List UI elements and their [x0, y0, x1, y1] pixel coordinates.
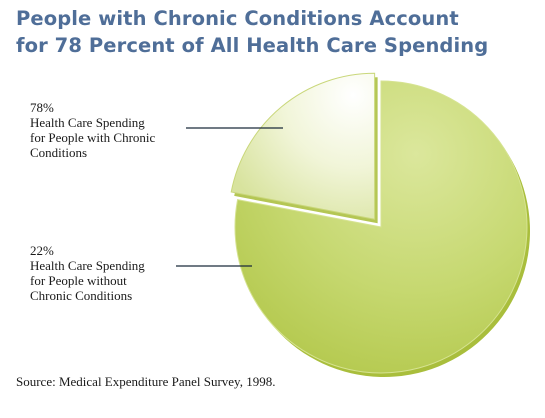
pie-slice-nonchronic: [230, 72, 376, 220]
source-note: Source: Medical Expenditure Panel Survey…: [16, 374, 276, 389]
pie-slice-chronic: [234, 80, 528, 374]
slice-label-nonchronic: 22% Health Care Spending for People with…: [30, 243, 145, 303]
chart-title-line-1: People with Chronic Conditions Account: [16, 7, 459, 30]
slice-label-nonchronic-line-3: Chronic Conditions: [30, 288, 133, 303]
slice-label-chronic-line-2: for People with Chronic: [30, 130, 156, 145]
slice-value-nonchronic: 22%: [30, 243, 54, 258]
slice-label-nonchronic-line-1: Health Care Spending: [30, 258, 145, 273]
slice-label-nonchronic-line-2: for People without: [30, 273, 127, 288]
slice-label-chronic-line-1: Health Care Spending: [30, 115, 145, 130]
slice-label-chronic: 78% Health Care Spending for People with…: [30, 100, 155, 160]
slice-value-chronic: 78%: [30, 100, 54, 115]
slice-label-chronic-line-3: Conditions: [30, 145, 88, 160]
chart-title-line-2: for 78 Percent of All Health Care Spendi…: [16, 34, 489, 57]
